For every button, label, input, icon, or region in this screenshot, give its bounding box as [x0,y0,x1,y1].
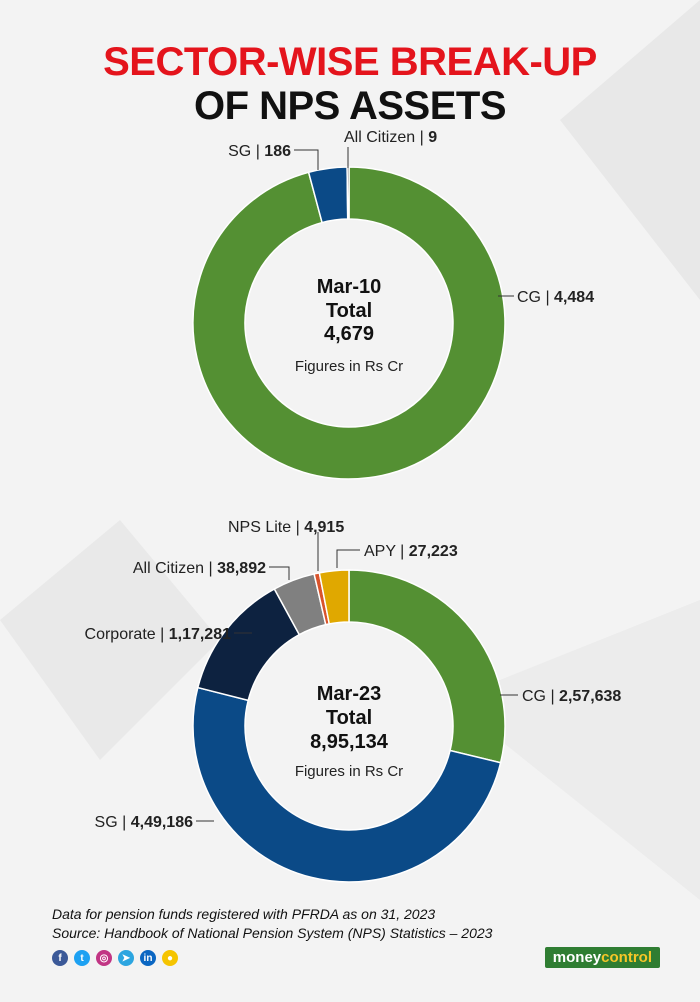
linkedin-icon[interactable]: in [140,950,156,966]
slice-label-name: APY [364,543,396,560]
slice-cg [348,569,506,764]
slice-all-citizen [346,166,350,220]
slice-label-sg: SG | 4,49,186 [95,814,214,831]
slice-label-name: SG [95,814,118,831]
slice-label-sg: SG | 186 [228,143,319,170]
slice-label-name: Corporate [85,626,156,643]
donut-chart-mar23: Mar-23 Total 8,95,134 Figures in Rs Cr C… [85,519,621,883]
slice-label-name: CG [517,289,541,306]
slice-label-value: 38,892 [217,560,266,577]
slice-cg [192,166,506,480]
slice-label-value: 1,17,281 [169,626,231,643]
slice-label-value: 27,223 [409,543,458,560]
logo-part-1: money [552,949,602,966]
instagram-icon[interactable]: ◎ [96,950,112,966]
telegram-icon[interactable]: ➤ [118,950,134,966]
svg-text:SG | 186: SG | 186 [228,143,291,160]
svg-text:All Citizen | 38,892: All Citizen | 38,892 [133,560,266,577]
center-period: Mar-10 [317,276,381,298]
svg-text:Corporate | 1,17,281: Corporate | 1,17,281 [85,626,232,643]
slice-label-cg: CG | 2,57,638 [500,688,621,705]
svg-text:NPS Lite | 4,915: NPS Lite | 4,915 [228,519,344,536]
slice-label-name: NPS Lite [228,519,291,536]
svg-text:CG | 2,57,638: CG | 2,57,638 [522,688,621,705]
center-total-label: Total [326,300,372,322]
slice-label-value: 4,49,186 [131,814,193,831]
slice-label-all-citizen: All Citizen | 38,892 [133,560,290,580]
title-line-1: SECTOR-WISE BREAK-UP [103,40,597,84]
slice-label-value: 4,484 [554,289,594,306]
slice-label-value: 4,915 [304,519,344,536]
slice-label-value: 186 [264,143,291,160]
slice-label-nps-lite: NPS Lite | 4,915 [228,519,344,571]
slice-label-value: 9 [428,129,437,146]
slice-sg [192,686,502,883]
center-period: Mar-23 [317,683,381,705]
svg-text:SG | 4,49,186: SG | 4,49,186 [95,814,194,831]
slice-label-name: All Citizen [344,129,415,146]
donut-chart-mar10: Mar-10 Total 4,679 Figures in Rs Cr CG |… [192,129,594,480]
logo-part-2: control [601,949,652,966]
footnote-data-note: Data for pension funds registered with P… [52,906,436,922]
center-unit-note: Figures in Rs Cr [295,358,403,375]
slice-label-name: SG [228,143,251,160]
svg-text:CG | 4,484: CG | 4,484 [517,289,594,306]
moneycontrol-logo: moneycontrol [544,947,660,968]
donut-slices-mar23 [192,569,506,883]
center-total-label: Total [326,707,372,729]
slice-label-corporate: Corporate | 1,17,281 [85,626,252,643]
slice-label-value: 2,57,638 [559,688,621,705]
facebook-icon[interactable]: f [52,950,68,966]
center-unit-note: Figures in Rs Cr [295,763,403,780]
slice-label-all-citizen: All Citizen | 9 [344,129,437,168]
svg-text:APY | 27,223: APY | 27,223 [364,543,458,560]
twitter-icon[interactable]: t [74,950,90,966]
slice-apy [318,569,350,625]
donut-slices-mar10 [192,166,506,480]
social-icons: f t ◎ ➤ in ● [52,950,178,966]
slice-label-apy: APY | 27,223 [336,543,458,568]
title-line-2: OF NPS ASSETS [193,84,507,128]
koo-icon[interactable]: ● [162,950,178,966]
slice-label-name: CG [522,688,546,705]
slice-label-cg: CG | 4,484 [498,289,594,306]
slice-label-name: All Citizen [133,560,204,577]
footnote-source: Source: Handbook of National Pension Sys… [52,925,493,941]
svg-text:All Citizen | 9: All Citizen | 9 [344,129,437,146]
donut-center-mar23: Mar-23 Total 8,95,134 Figures in Rs Cr [295,683,403,780]
center-total-value: 4,679 [324,323,374,345]
center-total-value: 8,95,134 [310,731,389,753]
donut-center-mar10: Mar-10 Total 4,679 Figures in Rs Cr [295,276,403,375]
